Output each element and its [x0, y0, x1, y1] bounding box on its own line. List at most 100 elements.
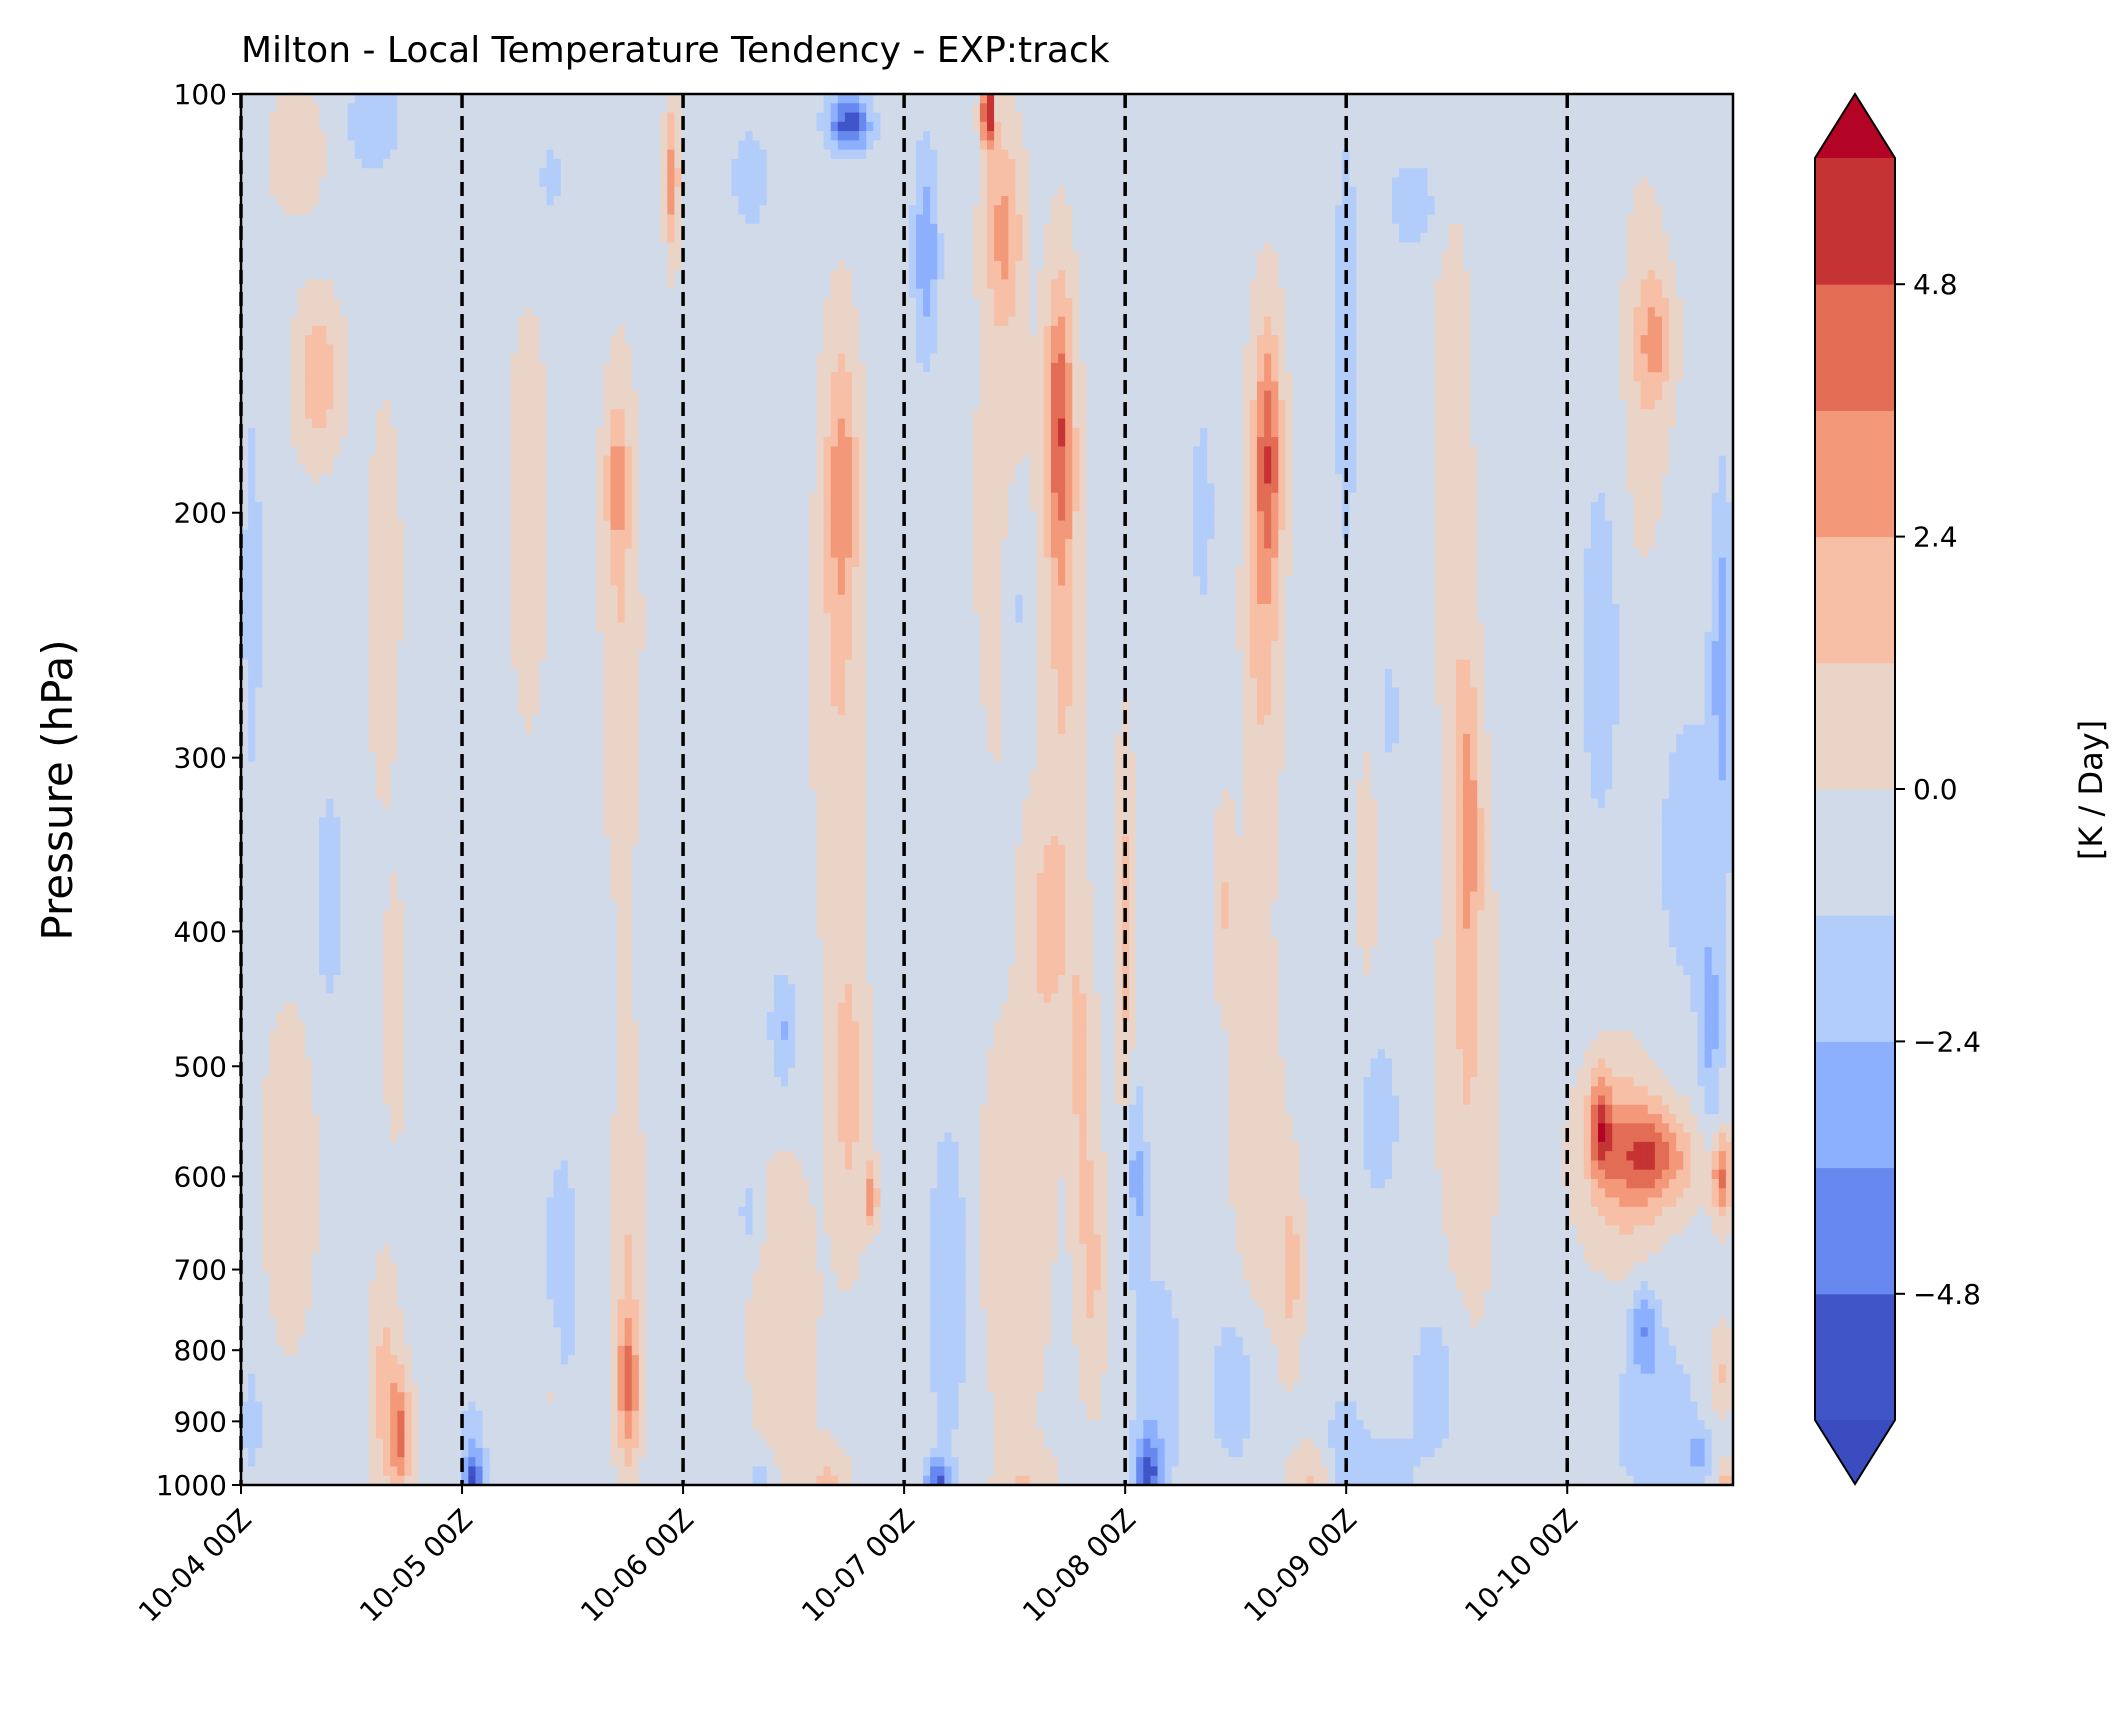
heatmap-cell [1356, 103, 1364, 113]
heatmap-cell [1577, 159, 1585, 169]
heatmap-cell [1271, 270, 1279, 280]
heatmap-cell [895, 196, 903, 206]
heatmap-cell [1129, 94, 1137, 104]
heatmap-cell [944, 270, 952, 280]
heatmap-cell [1520, 279, 1528, 289]
heatmap-cell [1584, 261, 1592, 271]
heatmap-cell [1044, 94, 1052, 104]
heatmap-cell [937, 261, 945, 271]
heatmap-cell [1428, 279, 1436, 289]
heatmap-cell [490, 242, 498, 252]
heatmap-cell [412, 168, 420, 178]
heatmap-cell [1641, 94, 1649, 104]
heatmap-cell [348, 187, 356, 197]
heatmap-cell [1172, 122, 1180, 132]
heatmap-cell [1086, 233, 1094, 243]
heatmap-cell [1108, 177, 1116, 187]
heatmap-cell [1598, 131, 1606, 141]
heatmap-cell [1094, 270, 1102, 280]
heatmap-cell [291, 94, 299, 104]
heatmap-cell [1243, 205, 1251, 215]
heatmap-cell [1626, 252, 1634, 262]
heatmap-cell [1598, 205, 1606, 215]
heatmap-cell [483, 168, 491, 178]
heatmap-cell [639, 103, 647, 113]
heatmap-cell [475, 289, 483, 299]
heatmap-cell [1719, 122, 1727, 132]
heatmap-cell [1335, 140, 1343, 150]
heatmap-cell [1179, 94, 1187, 104]
heatmap-cell [717, 215, 725, 225]
heatmap-cell [1612, 224, 1620, 234]
heatmap-cell [1072, 122, 1080, 132]
heatmap-cell [433, 168, 441, 178]
heatmap-cell [468, 113, 476, 123]
heatmap-cell [1044, 168, 1052, 178]
heatmap-cell [504, 103, 512, 113]
heatmap-cell [1236, 224, 1244, 234]
heatmap-cell [895, 261, 903, 271]
heatmap-cell [404, 177, 412, 187]
heatmap-cell [1655, 242, 1663, 252]
heatmap-cell [1101, 168, 1109, 178]
heatmap-cell [1641, 168, 1649, 178]
heatmap-cell [404, 187, 412, 197]
heatmap-cell [376, 289, 384, 299]
heatmap-cell [1129, 177, 1137, 187]
heatmap-cell [468, 150, 476, 160]
heatmap-cell [603, 103, 611, 113]
heatmap-cell [1662, 224, 1670, 234]
heatmap-cell [547, 140, 555, 150]
heatmap-cell [1065, 307, 1073, 317]
heatmap-cell [1548, 94, 1556, 104]
heatmap-cell [1023, 159, 1031, 169]
heatmap-cell [710, 298, 718, 308]
heatmap-cell [1328, 279, 1336, 289]
heatmap-cell [1044, 177, 1052, 187]
heatmap-cell [1293, 113, 1301, 123]
heatmap-cell [412, 150, 420, 160]
heatmap-cell [397, 187, 405, 197]
heatmap-cell [1449, 270, 1457, 280]
heatmap-cell [618, 224, 626, 234]
heatmap-cell [603, 252, 611, 262]
heatmap-cell [1435, 289, 1443, 299]
heatmap-cell [1186, 122, 1194, 132]
heatmap-cell [1065, 103, 1073, 113]
heatmap-cell [745, 233, 753, 243]
heatmap-cell [277, 168, 285, 178]
heatmap-cell [383, 113, 391, 123]
heatmap-cell [1051, 289, 1059, 299]
heatmap-cell [1079, 122, 1087, 132]
heatmap-cell [1221, 187, 1229, 197]
heatmap-cell [1314, 279, 1322, 289]
heatmap-cell [298, 205, 306, 215]
heatmap-cell [1300, 196, 1308, 206]
heatmap-cell [1612, 252, 1620, 262]
heatmap-cell [1662, 140, 1670, 150]
heatmap-cell [1023, 103, 1031, 113]
heatmap-cell [1648, 177, 1656, 187]
heatmap-cell [1413, 131, 1421, 141]
heatmap-cell [802, 113, 810, 123]
heatmap-cell [838, 298, 846, 308]
heatmap-cell [1356, 252, 1364, 262]
heatmap-cell [1705, 252, 1713, 262]
heatmap-cell [1506, 289, 1514, 299]
heatmap-cell [816, 242, 824, 252]
heatmap-cell [1456, 140, 1464, 150]
heatmap-cell [1072, 233, 1080, 243]
heatmap-cell [774, 270, 782, 280]
heatmap-cell [1037, 177, 1045, 187]
heatmap-cell [809, 233, 817, 243]
heatmap-cell [326, 150, 334, 160]
heatmap-cell [1115, 261, 1123, 271]
heatmap-cell [1321, 140, 1329, 150]
heatmap-cell [1015, 94, 1023, 104]
heatmap-cell [447, 298, 455, 308]
heatmap-cell [1392, 187, 1400, 197]
heatmap-cell [909, 122, 917, 132]
heatmap-cell [660, 159, 668, 169]
heatmap-cell [689, 196, 697, 206]
heatmap-cell [610, 233, 618, 243]
